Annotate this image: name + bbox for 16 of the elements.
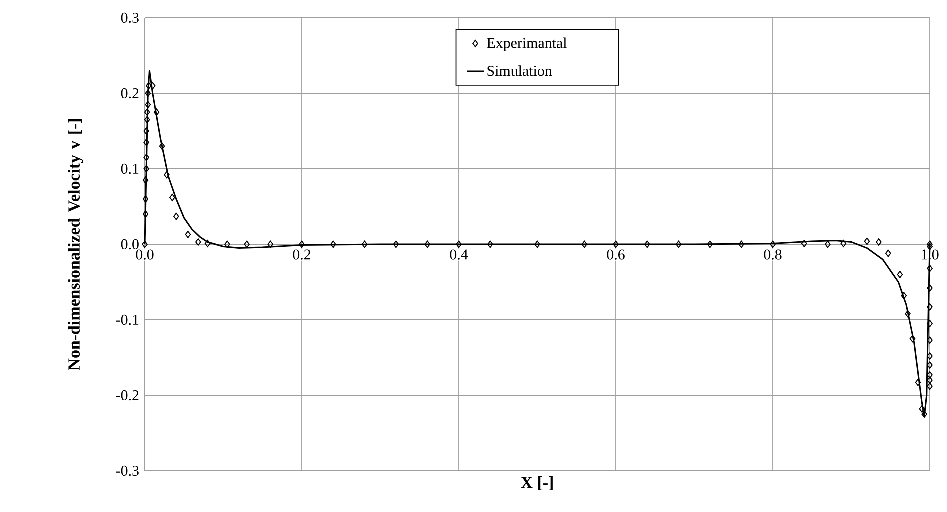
y-tick-label: 0.2 bbox=[121, 88, 139, 99]
y-tick-label: -0.3 bbox=[116, 466, 139, 476]
y-tick-label: -0.1 bbox=[116, 314, 139, 326]
x-tick-label: 0.4 bbox=[450, 250, 468, 260]
x-tick-label: 0.6 bbox=[607, 250, 625, 260]
x-axis-title: X [-] bbox=[521, 476, 553, 491]
y-tick-label: -0.2 bbox=[116, 390, 139, 401]
x-tick-label: 0.2 bbox=[293, 250, 311, 260]
legend-label: Experimantal bbox=[487, 38, 567, 52]
x-tick-label: 0.0 bbox=[136, 250, 154, 260]
y-tick-label: 0.0 bbox=[121, 239, 139, 250]
y-axis-title: Non-dimensionalized Velocity v [-] bbox=[68, 120, 84, 370]
y-tick-label: 0.1 bbox=[121, 164, 139, 174]
x-tick-label: 0.8 bbox=[764, 250, 782, 260]
legend-label: Simulation bbox=[488, 66, 552, 76]
y-tick-label: 0.3 bbox=[121, 12, 139, 24]
